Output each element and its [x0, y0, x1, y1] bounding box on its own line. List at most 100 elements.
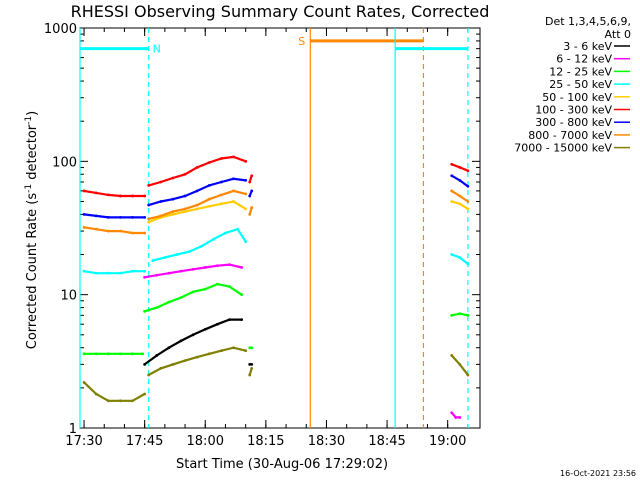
- series-point: [147, 220, 151, 224]
- series-line: [451, 253, 469, 265]
- series-point: [211, 237, 215, 241]
- plot-frame: [79, 27, 481, 429]
- series-3-6-kev: [143, 318, 254, 366]
- series-point: [94, 392, 98, 396]
- series-point: [248, 362, 252, 366]
- legend-label: 6 - 12 keV: [556, 53, 612, 66]
- series-point: [228, 285, 231, 288]
- series-point: [94, 214, 98, 218]
- series-group: [82, 155, 470, 419]
- series-point: [183, 172, 187, 176]
- series-point: [203, 266, 207, 269]
- series-point: [159, 366, 163, 370]
- series-point: [232, 200, 235, 203]
- series-point: [232, 189, 235, 193]
- series-point: [159, 214, 163, 218]
- series-point: [248, 180, 252, 184]
- series-point: [207, 204, 211, 208]
- series-point: [458, 416, 462, 419]
- series-point: [167, 346, 171, 350]
- series-point: [248, 194, 252, 198]
- series-point: [119, 215, 122, 219]
- series-point: [450, 411, 454, 415]
- series-point: [143, 215, 147, 219]
- series-point: [131, 352, 134, 356]
- series-point: [119, 229, 122, 233]
- series-point: [232, 346, 235, 350]
- legend-label: 25 - 50 keV: [549, 78, 612, 91]
- series-point: [466, 313, 470, 317]
- series-point: [82, 380, 86, 384]
- series-point: [143, 362, 147, 366]
- series-point: [159, 200, 163, 203]
- series-point: [183, 210, 187, 213]
- series-point: [207, 161, 211, 164]
- series-point: [119, 399, 122, 403]
- y-axis-label: Corrected Count Rate (s-1 detector-1): [24, 111, 40, 349]
- series-point: [450, 253, 454, 256]
- series-point: [106, 271, 110, 275]
- series-point: [195, 166, 199, 169]
- timestamp: 16-Oct-2021 23:56: [560, 469, 636, 478]
- series-point: [94, 352, 98, 356]
- series-point: [106, 215, 110, 219]
- plot-area: 1 10 100 1000 17:30 17:45 18:00 18:15 18:30 18:45…: [44, 22, 481, 449]
- series-point: [131, 269, 134, 273]
- y-tick-label: 100: [52, 155, 77, 170]
- series-point: [199, 245, 203, 248]
- series-point: [143, 309, 147, 313]
- series-point: [171, 362, 175, 366]
- series-point: [191, 333, 195, 337]
- series-point: [171, 176, 175, 180]
- series-point: [244, 192, 248, 196]
- series-line: [152, 227, 247, 262]
- series-point: [155, 354, 159, 357]
- series-point: [236, 227, 239, 231]
- series-line: [83, 381, 146, 402]
- legend-label: 300 - 800 keV: [535, 116, 612, 129]
- series-point: [250, 174, 254, 178]
- series-point: [143, 269, 147, 273]
- series-point: [450, 174, 454, 178]
- series-point: [143, 231, 147, 235]
- series-point: [147, 217, 151, 221]
- series-point: [179, 339, 183, 343]
- series-point: [183, 194, 187, 198]
- y-axis-label-rest: detector: [25, 124, 40, 184]
- series-point: [228, 318, 231, 322]
- series-point: [207, 197, 211, 201]
- series-point: [151, 259, 155, 263]
- series-point: [106, 399, 110, 403]
- series-point: [183, 359, 187, 363]
- y-axis-label-end: ): [25, 111, 40, 116]
- series-point: [220, 180, 223, 184]
- series-point: [106, 193, 110, 197]
- chart-title: RHESSI Observing Summary Count Rates, Co…: [71, 2, 490, 21]
- series-point: [458, 202, 462, 206]
- annotation-label: S: [298, 35, 305, 48]
- series-point: [458, 256, 462, 259]
- series-800-7000-kev: [82, 189, 470, 235]
- series-point: [220, 202, 223, 206]
- series-point: [119, 194, 122, 198]
- series-point: [215, 264, 219, 268]
- series-point: [466, 373, 470, 377]
- series-point: [82, 212, 86, 216]
- legend-header-line2: Att 0: [605, 28, 631, 41]
- series-point: [195, 203, 199, 207]
- series-point: [147, 203, 151, 207]
- series-point: [171, 197, 175, 201]
- series-point: [82, 269, 86, 273]
- svg-text:Corrected Count Rate (s-1 dete: Corrected Count Rate (s-1 detector-1): [24, 111, 40, 349]
- series-line: [144, 263, 242, 279]
- series-point: [248, 212, 252, 216]
- series-point: [240, 293, 244, 297]
- series-point: [179, 269, 183, 273]
- series-point: [131, 215, 134, 219]
- series-line: [83, 226, 145, 235]
- legend-label: 3 - 6 keV: [563, 40, 612, 53]
- series-point: [203, 287, 207, 291]
- series-point: [207, 183, 211, 187]
